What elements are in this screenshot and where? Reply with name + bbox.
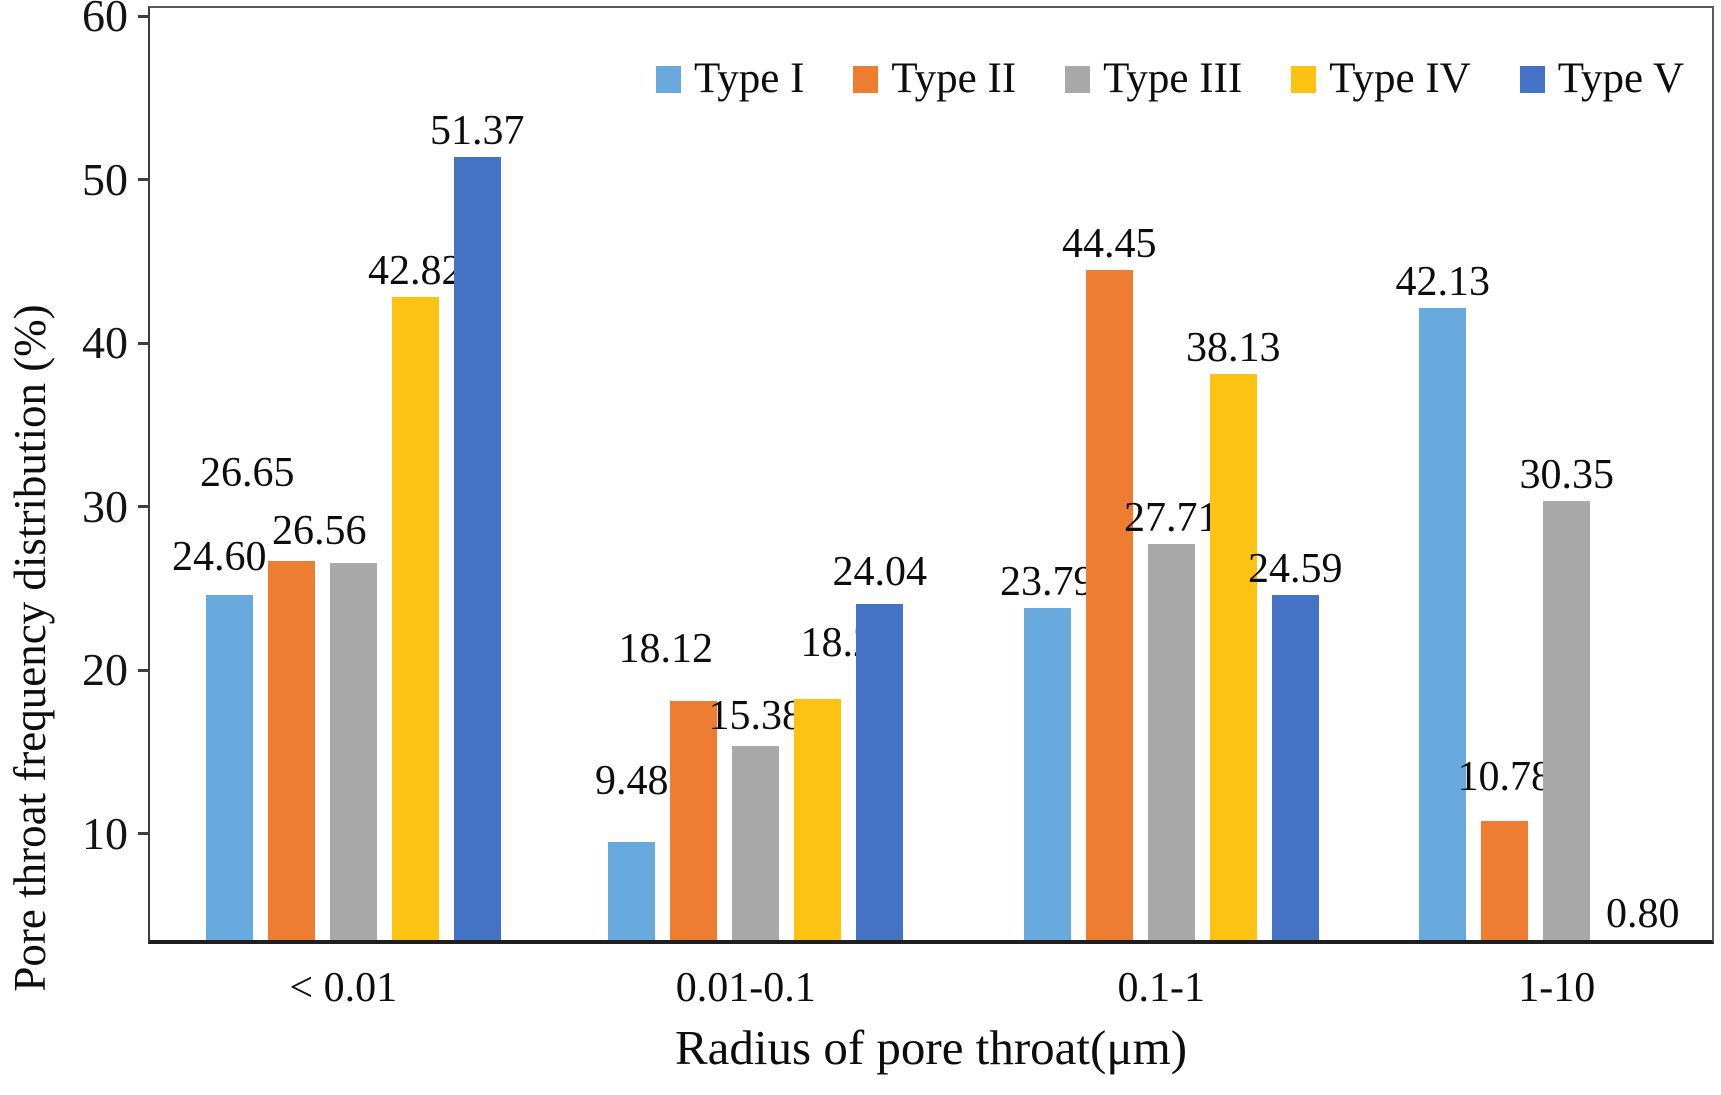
bar-value-label: 18.12 bbox=[618, 625, 714, 672]
bar bbox=[1419, 308, 1467, 940]
bar-value-label: 44.45 bbox=[1062, 221, 1157, 268]
bar bbox=[794, 698, 842, 940]
bar bbox=[205, 595, 253, 940]
bar bbox=[1209, 373, 1257, 940]
bar-value-label: 30.35 bbox=[1519, 451, 1615, 498]
x-category-label: 1-10 bbox=[1518, 965, 1596, 1011]
legend-label: Type IV bbox=[1329, 55, 1471, 102]
bar bbox=[670, 700, 718, 940]
bar bbox=[732, 745, 780, 940]
legend-label: Type V bbox=[1557, 55, 1685, 102]
bar bbox=[1147, 544, 1195, 940]
y-tick-mark bbox=[138, 341, 148, 345]
y-tick-mark bbox=[138, 832, 148, 836]
bar bbox=[1085, 270, 1133, 940]
legend-label: Type I bbox=[694, 55, 805, 102]
x-category-label: < 0.01 bbox=[289, 965, 398, 1011]
bar bbox=[391, 297, 439, 940]
y-tick-mark bbox=[138, 14, 148, 18]
legend-swatch bbox=[1065, 65, 1091, 93]
legend-swatch bbox=[656, 65, 681, 93]
x-category-label: 0.1-1 bbox=[1117, 965, 1206, 1011]
bar bbox=[1023, 608, 1071, 940]
bar-value-label: 26.56 bbox=[272, 507, 367, 554]
bar-value-label: 15.38 bbox=[708, 692, 804, 739]
legend-item: Type V bbox=[1519, 54, 1685, 104]
bar bbox=[267, 561, 315, 940]
bar-value-label: 9.48 bbox=[595, 758, 669, 805]
legend-item: Type II bbox=[853, 54, 1016, 104]
bar-value-label: 10.78 bbox=[1457, 753, 1553, 800]
y-tick-label: 10 bbox=[82, 807, 128, 859]
bar-value-label: 18.25 bbox=[800, 619, 896, 666]
bar-value-label: 0.80 bbox=[1606, 891, 1680, 937]
y-tick-mark bbox=[138, 505, 148, 509]
x-category-label: 0.01-0.1 bbox=[675, 965, 816, 1011]
bar-value-label: 42.13 bbox=[1395, 259, 1491, 306]
bar-value-label: 42.82 bbox=[368, 248, 463, 295]
bar bbox=[1271, 595, 1319, 940]
bar-value-label: 24.59 bbox=[1248, 546, 1343, 593]
legend-swatch bbox=[1519, 65, 1545, 93]
bar-value-label: 26.65 bbox=[200, 450, 295, 497]
y-tick-label: 30 bbox=[82, 480, 128, 532]
bar-value-label: 24.60 bbox=[172, 533, 267, 580]
y-tick-mark bbox=[138, 668, 148, 672]
x-axis-title: Radius of pore throat(μm) bbox=[674, 1020, 1188, 1075]
y-tick-mark bbox=[138, 178, 148, 182]
legend-label: Type III bbox=[1103, 55, 1243, 102]
legend-swatch bbox=[1291, 65, 1317, 93]
bar-value-label: 24.04 bbox=[832, 549, 928, 596]
bar-value-label: 51.37 bbox=[430, 108, 525, 155]
bar bbox=[608, 842, 656, 940]
bar bbox=[329, 562, 377, 940]
legend-swatch bbox=[853, 65, 879, 93]
legend-item: Type IV bbox=[1291, 54, 1471, 104]
bar-value-label: 27.71 bbox=[1124, 495, 1219, 542]
legend-item: Type I bbox=[656, 54, 804, 104]
bar-value-label: 23.79 bbox=[1000, 559, 1095, 606]
y-tick-label: 50 bbox=[82, 153, 128, 205]
y-tick-label: 40 bbox=[82, 317, 128, 369]
plot-area: 24.60 9.48 23.79 42.13 26.65 18.12 44.45 10.78 2… bbox=[148, 6, 1714, 944]
bar bbox=[453, 157, 501, 940]
bar bbox=[856, 604, 904, 940]
bar bbox=[1543, 500, 1591, 940]
y-tick-label: 60 bbox=[82, 0, 128, 42]
legend-label: Type II bbox=[891, 55, 1017, 102]
bar-value-label: 38.13 bbox=[1186, 324, 1281, 371]
y-tick-label: 20 bbox=[82, 644, 128, 696]
bar bbox=[1481, 820, 1529, 940]
legend-item: Type III bbox=[1065, 54, 1242, 104]
legend: Type I Type II Type III Type IV Type V bbox=[656, 54, 1684, 104]
